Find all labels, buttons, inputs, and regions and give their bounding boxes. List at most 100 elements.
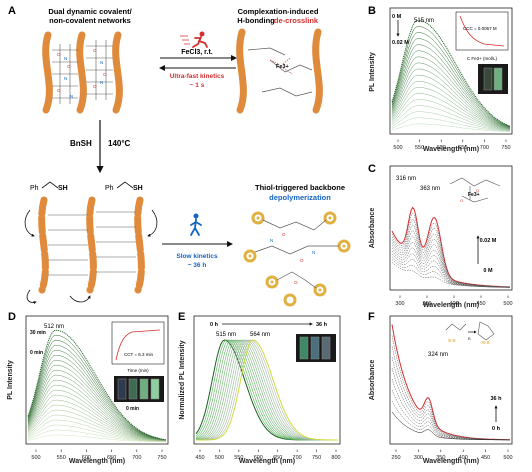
svg-text:N: N [100,80,103,85]
fast-kinetics-time: ~ 1 s [190,82,205,89]
x-tick-label: 700 [293,455,302,461]
panel-f-xticks: 250 300 350 400 450 500 [391,449,513,461]
spectrum-line [391,117,510,132]
walker-icon [190,213,202,236]
complex-title-line2: H-bonding [237,16,275,25]
panel-d-letter: D [8,311,16,323]
x-tick-label: 550 [57,455,66,461]
panel-d-inset [111,321,165,365]
svg-text:S-S: S-S [482,340,490,345]
spectrum-line [391,230,511,288]
network-title-line1: Dual dynamic covalent/ [48,7,132,16]
panel-b-ylabel: PL Intensity [369,52,376,92]
panel-d: D 512 nm 30 min 0 min CCT = 6.3 min Time… [7,311,169,465]
spectrum-line [391,74,511,130]
svg-text:SH: SH [133,185,143,192]
panel-c-complex-structure: Fe3+ O O [449,177,501,203]
panel-f-spectra [391,324,511,441]
panel-c-xlabel: Wavelength (nm) [423,302,479,309]
panel-e-peak1: 515 nm [216,332,236,338]
fe-complex-illustration: Fe3+ [236,28,323,114]
svg-text:O: O [57,52,61,57]
panel-b-ccc: CCC = 0.0067 M [463,26,497,31]
spectrum-line [27,364,167,441]
spectrum-line [27,389,167,442]
x-tick-label: 450 [195,455,204,461]
panel-d-xticks: 500 550 600 650 700 750 [31,449,167,461]
panel-b-vial-photo [478,64,508,94]
x-tick-label: 650 [458,145,467,151]
svg-text:O: O [57,88,61,93]
panel-f: F 324 nm S-S S-S n 36 h 0 h Absorbance 2… [368,311,513,465]
svg-text:N: N [64,56,67,61]
svg-text:SH: SH [58,185,68,192]
spectrum-line [27,354,167,441]
panel-b-xlabel: Wavelength (nm) [423,146,479,153]
panel-c-peak1: 316 nm [396,176,416,182]
spectrum-line [391,111,511,132]
spectrum-line [27,374,167,441]
crosslinked-network-illustration: O O O O O O N N N N N [42,31,123,114]
svg-text:O: O [67,64,71,69]
svg-text:Fe3+: Fe3+ [468,192,480,198]
panel-f-ylabel: Absorbance [369,360,376,401]
panel-d-xlabel: Wavelength (nm) [69,458,125,465]
x-tick-label: 450 [476,301,485,307]
x-tick-label: 300 [395,301,404,307]
svg-text:O: O [103,72,107,77]
panel-d-cct: CCT = 6.3 min [124,352,154,357]
svg-text:O: O [294,280,298,285]
x-tick-label: 250 [391,455,400,461]
fast-kinetics-label: Ultra-fast kinetics [170,73,225,80]
x-tick-label: 650 [107,455,116,461]
spectrum-line [391,50,511,128]
spectrum-line [391,389,510,441]
spectrum-line [27,394,167,442]
spectrum-line [27,329,167,441]
spectrum-line [391,19,511,127]
panel-e-ylabel: Normalized PL Intensity [179,340,186,419]
x-tick-label: 550 [234,455,243,461]
spectrum-line [391,26,511,127]
slow-kinetics-time: ~ 36 h [188,262,207,269]
thiol-title: Thiol-triggered backbone [255,183,345,192]
panel-d-inset-curve [115,329,161,361]
x-tick-label: 750 [312,455,321,461]
panel-d-time-top: 30 min [30,330,46,336]
slow-kinetics-label: Slow kinetics [176,253,218,260]
x-tick-label: 600 [82,455,91,461]
spectrum-line [391,235,510,288]
spectrum-line [27,369,167,441]
panel-d-peak: 512 nm [44,324,64,330]
spectrum-line [27,384,167,442]
panel-f-time-bottom: 0 h [492,426,501,432]
fe-center-label: Fe3+ [276,64,289,70]
spectrum-line [391,56,511,129]
runner-icon [180,31,208,48]
spectrum-line [196,339,338,441]
panel-d-inset-xlabel: Time (min) [127,368,149,373]
panel-d-vial-photo [114,376,164,402]
svg-text:Ph: Ph [105,185,114,192]
panel-c-axes [389,165,513,291]
spectrum-line [27,379,167,441]
x-tick-label: 600 [437,145,446,151]
bnsh-label: BnSH [70,139,92,148]
spectrum-line [27,349,167,441]
spectrum-line [391,259,510,288]
spectrum-line [391,206,511,288]
decrosslink-label: de-crosslink [274,16,319,25]
svg-text:O: O [460,198,463,203]
spectrum-line [391,68,511,129]
x-tick-label: 750 [157,455,166,461]
x-tick-label: 350 [422,301,431,307]
depolymerization-label: depolymerization [269,193,331,202]
panel-b-peak-label: 515 nm [414,18,434,24]
panel-c-xticks: 300 350 400 450 500 [395,295,513,307]
svg-text:N: N [100,60,103,65]
x-tick-label: 500 [215,455,224,461]
panel-b-inset-curve [459,15,505,47]
spectrum-line [27,359,167,441]
spectrum-line [391,87,511,130]
panel-f-xlabel: Wavelength (nm) [423,458,479,465]
